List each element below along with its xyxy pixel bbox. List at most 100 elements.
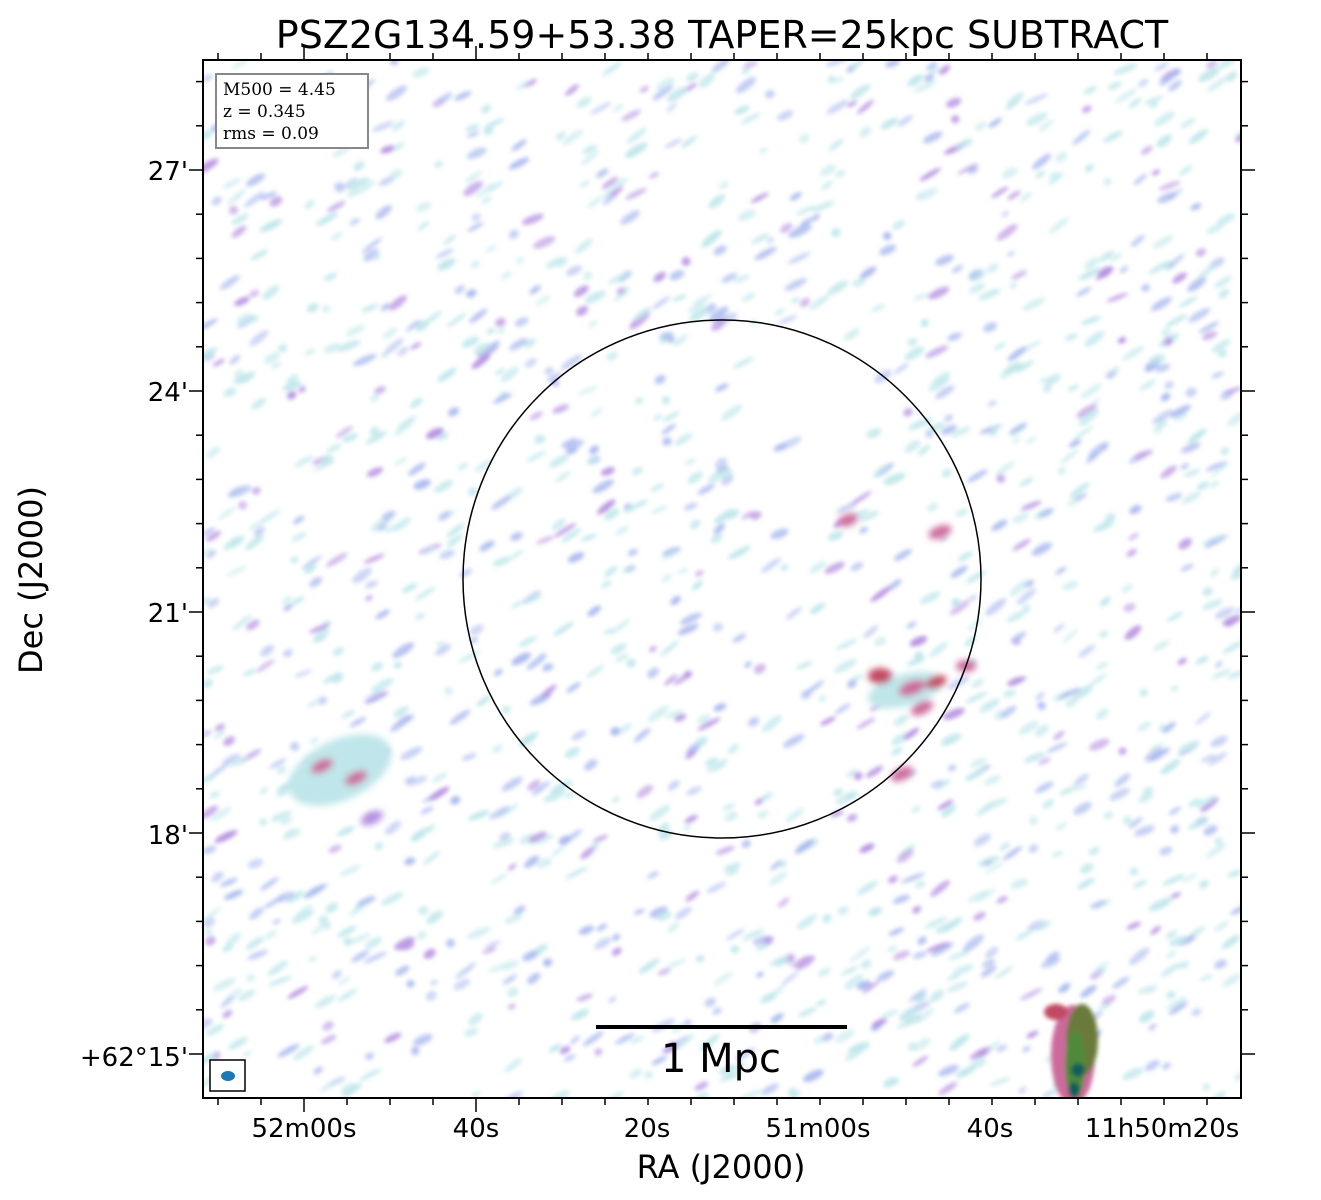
noise-blob <box>947 332 963 341</box>
noise-blob <box>1144 747 1164 762</box>
noise-blob <box>681 135 697 148</box>
noise-blob <box>1053 730 1065 741</box>
noise-blob <box>1226 71 1237 82</box>
noise-blob <box>713 523 725 534</box>
noise-blob <box>582 145 598 154</box>
noise-blob <box>834 77 844 83</box>
noise-blob <box>662 437 672 446</box>
noise-blob <box>822 1032 834 1042</box>
noise-blob <box>973 833 991 847</box>
noise-blob <box>1042 383 1052 393</box>
noise-blob <box>777 897 790 908</box>
noise-blob <box>359 1068 382 1081</box>
noise-blob <box>824 561 845 574</box>
noise-blob <box>876 970 895 982</box>
noise-blob <box>423 948 436 959</box>
noise-blob <box>470 260 480 269</box>
noise-blob <box>1202 599 1223 610</box>
noise-blob <box>873 636 887 647</box>
noise-blob <box>790 955 810 968</box>
noise-blob <box>830 810 844 818</box>
noise-blob <box>337 925 357 938</box>
noise-blob <box>1149 743 1164 751</box>
noise-blob <box>828 138 844 151</box>
noise-blob <box>917 444 931 456</box>
noise-blob <box>1080 863 1094 874</box>
noise-blob <box>508 229 519 239</box>
y-tick-label: +62°15' <box>80 1043 188 1073</box>
noise-blob <box>846 813 858 822</box>
noise-blob <box>1099 596 1111 607</box>
noise-blob <box>757 810 769 819</box>
noise-blob <box>371 121 394 132</box>
noise-blob <box>684 502 698 511</box>
noise-blob <box>1096 708 1109 720</box>
noise-blob <box>912 1055 929 1067</box>
noise-blob <box>534 434 546 444</box>
noise-blob <box>561 437 577 448</box>
noise-blob <box>549 780 573 794</box>
noise-blob <box>1082 105 1092 113</box>
noise-blob <box>323 272 338 282</box>
noise-blob <box>907 337 918 347</box>
noise-blob <box>1069 482 1091 498</box>
noise-blob <box>384 1032 402 1043</box>
noise-blob <box>293 515 305 525</box>
noise-blob <box>820 180 833 191</box>
noise-blob <box>408 462 426 476</box>
noise-blob <box>661 423 677 436</box>
noise-blob <box>983 860 993 867</box>
plot-frame <box>202 59 1242 1099</box>
noise-blob <box>564 439 584 451</box>
noise-blob <box>926 942 950 952</box>
noise-blob <box>975 802 995 816</box>
noise-blob <box>836 502 857 514</box>
noise-blob <box>415 319 430 332</box>
noise-blob <box>1172 272 1187 284</box>
noise-blob <box>371 662 383 672</box>
noise-blob <box>1073 802 1092 815</box>
noise-blob <box>242 668 257 677</box>
noise-blob <box>825 60 850 67</box>
noise-blob <box>1149 101 1158 109</box>
noise-blob <box>1027 920 1046 931</box>
noise-blob <box>796 914 817 930</box>
noise-blob <box>242 1050 252 1058</box>
noise-blob <box>319 1078 340 1093</box>
noise-blob <box>1211 371 1225 379</box>
noise-blob <box>486 328 496 335</box>
noise-blob <box>611 796 620 803</box>
noise-blob <box>713 703 727 712</box>
noise-blob <box>564 791 575 799</box>
noise-blob <box>584 290 606 304</box>
noise-blob <box>912 905 922 914</box>
noise-blob <box>1158 181 1181 191</box>
noise-blob <box>527 779 541 791</box>
noise-blob <box>276 891 295 902</box>
noise-blob <box>612 933 621 941</box>
noise-blob <box>580 533 597 542</box>
noise-blob <box>938 1081 958 1096</box>
noise-blob <box>566 682 581 693</box>
noise-blob <box>780 223 793 233</box>
noise-blob <box>259 219 283 233</box>
noise-blob <box>1220 447 1230 455</box>
noise-blob <box>1004 362 1023 374</box>
noise-blob <box>633 728 651 743</box>
noise-blob <box>332 970 342 979</box>
noise-blob <box>621 109 641 122</box>
noise-blob <box>917 936 927 945</box>
noise-blob <box>912 951 927 960</box>
noise-blob <box>225 932 242 947</box>
noise-blob <box>559 1046 571 1055</box>
noise-blob <box>203 318 219 331</box>
noise-blob <box>911 805 922 813</box>
noise-blob <box>1129 947 1150 966</box>
noise-blob <box>759 147 768 154</box>
noise-blob <box>827 280 849 295</box>
noise-blob <box>712 622 724 632</box>
noise-blob <box>907 74 924 87</box>
noise-blob <box>766 237 775 244</box>
noise-blob <box>977 1048 989 1057</box>
noise-blob <box>1214 837 1223 846</box>
